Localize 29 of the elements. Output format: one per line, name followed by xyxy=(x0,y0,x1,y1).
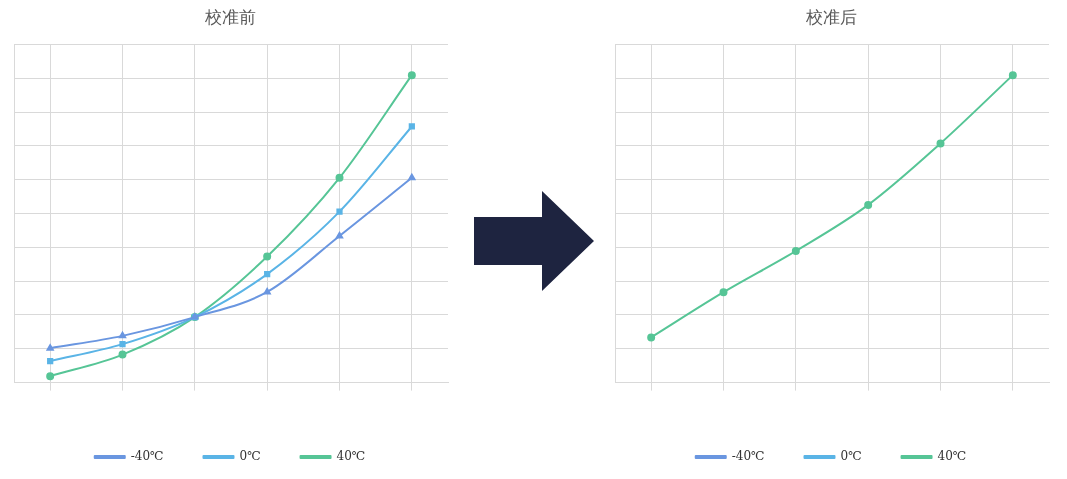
point xyxy=(1008,71,1017,80)
point xyxy=(936,139,945,148)
legend-label: 0℃ xyxy=(840,449,862,464)
point xyxy=(407,71,416,80)
point xyxy=(46,372,55,381)
legend-label: 0℃ xyxy=(239,449,261,464)
point xyxy=(263,252,272,261)
point xyxy=(719,288,728,297)
point xyxy=(118,350,127,359)
point xyxy=(46,344,54,351)
legend-label: -40℃ xyxy=(731,449,765,464)
point xyxy=(118,331,127,339)
point xyxy=(408,123,415,130)
legend-label: 40℃ xyxy=(937,449,967,464)
point xyxy=(119,341,126,348)
chart-title: 校准后 xyxy=(804,6,857,27)
point xyxy=(264,270,271,278)
point xyxy=(791,247,800,256)
chart-title: 校准前 xyxy=(203,6,256,27)
point xyxy=(335,173,344,182)
point xyxy=(47,357,54,365)
point xyxy=(335,231,344,239)
legend-label: -40℃ xyxy=(130,449,164,464)
point xyxy=(263,287,271,295)
point xyxy=(336,208,343,215)
point xyxy=(647,333,656,342)
point xyxy=(864,200,873,209)
point xyxy=(408,173,416,181)
legend-label: 40℃ xyxy=(336,449,366,464)
